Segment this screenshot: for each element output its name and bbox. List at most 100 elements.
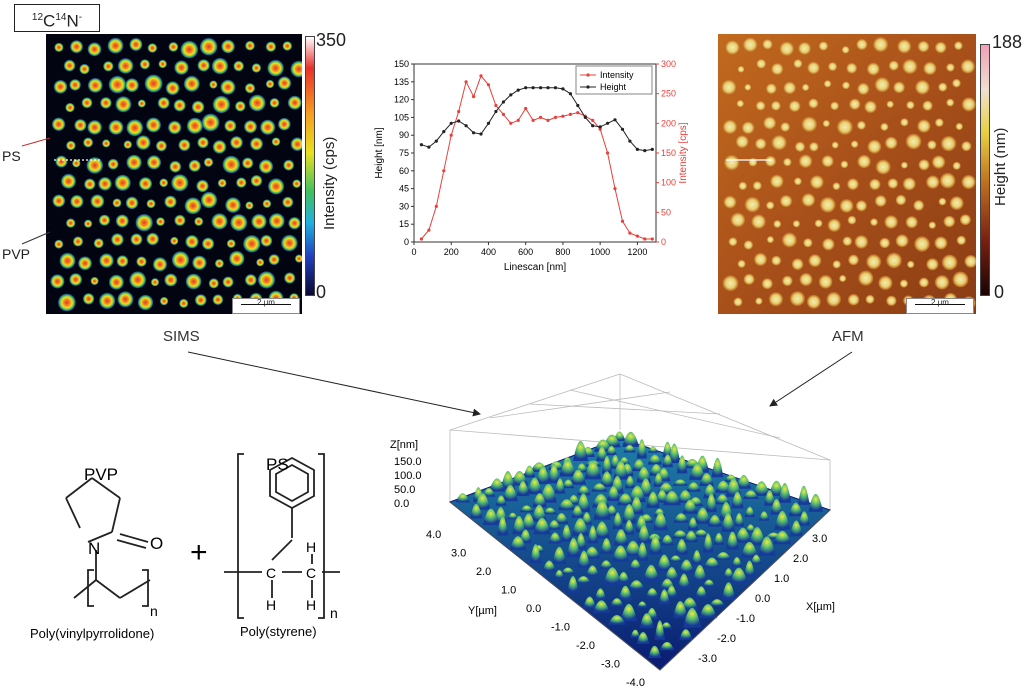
surf-z-tick: 50.0 xyxy=(394,484,415,496)
sims-particle xyxy=(111,233,124,246)
legend-label: Intensity xyxy=(600,70,634,80)
sims-particle xyxy=(201,113,220,132)
sims-particle xyxy=(288,217,301,230)
sims-particle xyxy=(222,155,241,174)
sims-particle xyxy=(236,177,247,188)
sims-particle xyxy=(84,219,93,228)
afm-particle xyxy=(791,258,804,271)
surface-peak xyxy=(603,567,622,585)
y2-tick-label: 300 xyxy=(661,59,676,69)
point-height xyxy=(635,147,639,151)
surface-peak xyxy=(536,466,550,485)
afm-particle xyxy=(918,277,929,288)
afm-particle xyxy=(870,218,878,227)
sims-particle xyxy=(282,41,293,51)
sims-ps-label: PS xyxy=(2,148,21,164)
afm-particle xyxy=(782,275,793,287)
point-height xyxy=(606,121,610,125)
point-intensity xyxy=(643,237,647,241)
surface-peak xyxy=(566,537,581,558)
surface-peak xyxy=(636,439,647,459)
surface-peak xyxy=(577,550,591,569)
afm-particle xyxy=(923,61,937,75)
surface-peak xyxy=(624,475,636,489)
surface-peak xyxy=(686,482,701,492)
afm-particle xyxy=(765,83,777,95)
sims-particle xyxy=(214,259,224,268)
surface-peak xyxy=(507,512,519,520)
sims-particle xyxy=(90,276,99,286)
afm-particle xyxy=(899,279,908,288)
surface-peak xyxy=(561,524,572,542)
sims-particle xyxy=(50,274,65,289)
point-intensity xyxy=(457,109,461,114)
surface-peak xyxy=(554,512,569,524)
surface-peak xyxy=(527,477,543,495)
afm-particle xyxy=(961,174,976,190)
sims-particle xyxy=(116,255,129,268)
surface-peak xyxy=(758,536,776,556)
sims-particle xyxy=(130,233,143,246)
afm-particle xyxy=(846,62,858,74)
surface-peak xyxy=(671,530,689,539)
sims-particle xyxy=(115,96,132,113)
sims-particle xyxy=(100,97,112,109)
sims-particle xyxy=(196,179,209,193)
point-intensity xyxy=(442,169,446,173)
surface-peak xyxy=(709,599,726,607)
sims-particle xyxy=(222,276,234,288)
sims-particle xyxy=(171,174,189,192)
point-height xyxy=(561,87,565,91)
x-axis-label: Linescan [nm] xyxy=(504,262,566,273)
sims-particle xyxy=(108,120,124,135)
surface-peak xyxy=(694,507,711,524)
afm-particle xyxy=(905,216,918,229)
sims-particle xyxy=(53,80,68,94)
sims-particle xyxy=(103,61,114,72)
sims-particle xyxy=(156,217,165,227)
sims-particle xyxy=(98,214,111,226)
point-height xyxy=(486,121,491,125)
sims-label-pointers xyxy=(21,137,51,245)
afm-particle xyxy=(809,142,819,152)
sims-particle xyxy=(125,78,139,93)
sims-particle xyxy=(169,160,182,173)
sims-particle xyxy=(281,234,298,252)
y2-tick-label: 100 xyxy=(661,178,676,188)
sims-particle xyxy=(267,59,284,77)
sims-particle xyxy=(90,194,105,209)
sims-particle xyxy=(185,235,199,249)
afm-particle xyxy=(771,255,782,266)
point-intensity xyxy=(635,234,639,238)
surface-peak xyxy=(654,620,665,640)
surface-peak xyxy=(455,493,470,503)
point-intensity xyxy=(553,115,558,119)
surf-y-tick: 3.0 xyxy=(451,548,466,560)
surface-peak xyxy=(583,596,597,609)
afm-particle xyxy=(818,274,833,289)
point-height xyxy=(620,127,625,131)
y2-tick-label: 50 xyxy=(661,207,671,217)
sims-particle xyxy=(165,81,180,96)
afm-particle xyxy=(900,161,908,169)
sims-particle xyxy=(117,291,134,308)
y-axis-label: Height [nm] xyxy=(374,127,385,178)
afm-particle xyxy=(915,80,930,95)
surface-peak xyxy=(584,460,602,480)
sims-particle xyxy=(69,79,81,91)
surface-peak xyxy=(562,479,575,489)
afm-particle xyxy=(940,135,957,152)
afm-particle xyxy=(917,119,931,133)
sims-particle xyxy=(188,159,201,172)
afm-particle xyxy=(754,138,767,150)
sims-particle xyxy=(212,294,224,306)
surface-peak xyxy=(519,529,532,544)
point-intensity xyxy=(650,237,654,241)
surface-peak xyxy=(798,485,810,505)
plus-sign: + xyxy=(190,536,208,569)
surface-peak xyxy=(768,480,785,496)
sims-particle xyxy=(137,99,146,108)
afm-particle xyxy=(738,181,748,191)
surface-peak xyxy=(616,493,634,506)
sims-particle xyxy=(63,59,76,72)
